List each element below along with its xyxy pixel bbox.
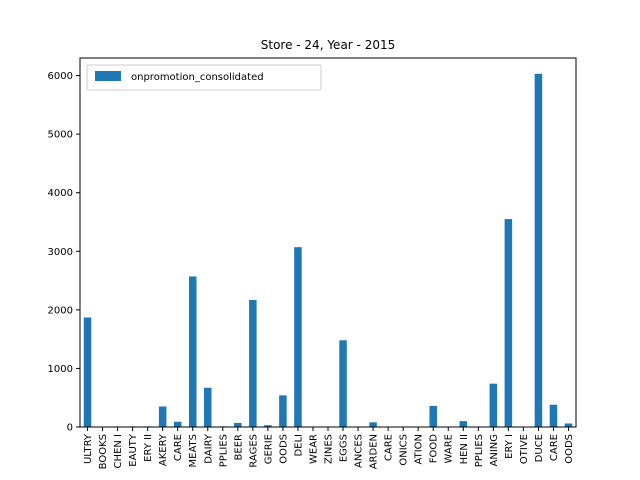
bar xyxy=(429,405,437,427)
x-tick-label: RAGES xyxy=(248,434,259,468)
x-tick-label: EGGS xyxy=(339,434,350,462)
bar xyxy=(173,421,182,427)
legend-box xyxy=(86,64,322,91)
legend-label: onpromotion_consolidated xyxy=(131,72,264,83)
y-axis: 0 1000 2000 3000 4000 5000 6000 xyxy=(48,71,80,434)
x-tick-label: ANING xyxy=(489,434,500,467)
x-tick-label: EAUTY xyxy=(128,433,139,467)
bar xyxy=(158,406,167,427)
y-tick-label: 0 xyxy=(67,423,73,434)
x-tick-label: CARE xyxy=(384,434,395,461)
x-tick-label: AKERY xyxy=(158,433,169,466)
bar xyxy=(549,404,558,427)
x-tick-label: ATION xyxy=(414,434,425,464)
x-tick-label: ONICS xyxy=(399,434,410,466)
y-tick-label: 2000 xyxy=(48,305,73,316)
x-tick-label: PPLIES xyxy=(218,434,229,467)
x-tick-label: CARE xyxy=(173,434,184,461)
x-tick-label: DUCE xyxy=(534,434,545,462)
x-tick-label: CHEN I xyxy=(113,434,124,468)
bar xyxy=(339,340,347,427)
x-tick-label: OODS xyxy=(278,434,289,464)
bar xyxy=(249,299,257,427)
bars-group xyxy=(83,73,573,427)
x-tick-label: OODS xyxy=(564,434,575,464)
x-tick-label: ULTRY xyxy=(83,433,94,464)
y-tick-label: 5000 xyxy=(48,130,73,141)
y-tick-label: 3000 xyxy=(48,247,73,258)
x-tick-label: WEAR xyxy=(308,434,319,464)
x-tick-label: BOOKS xyxy=(98,434,109,469)
y-tick-label: 6000 xyxy=(48,71,73,82)
x-tick-label: HEN II xyxy=(459,434,470,464)
x-tick-label: ZINES xyxy=(324,434,335,464)
bar xyxy=(294,247,302,427)
x-tick-label: DELI xyxy=(293,434,304,457)
bar xyxy=(204,387,212,427)
x-tick-label: PPLIES xyxy=(474,434,485,467)
x-tick-label: BEER xyxy=(233,434,244,460)
bar xyxy=(489,383,498,427)
x-tick-label: ARDEN xyxy=(369,434,380,469)
x-tick-label: ERY I xyxy=(504,434,515,459)
bar xyxy=(504,219,513,427)
x-tick-label: ANCES xyxy=(354,434,365,468)
x-axis: ULTRY BOOKS CHEN I EAUTY ERY II AKERY CARE MEAT… xyxy=(83,427,575,469)
x-tick-label: ERY II xyxy=(143,434,154,462)
bar xyxy=(188,276,197,427)
bar xyxy=(459,421,468,427)
bar xyxy=(264,425,272,427)
y-tick-label: 1000 xyxy=(48,364,73,375)
legend: onpromotion_consolidated xyxy=(86,64,322,91)
legend-swatch xyxy=(95,71,121,81)
bar xyxy=(534,73,543,427)
axes-frame xyxy=(79,57,577,428)
x-tick-label: MEATS xyxy=(188,434,199,467)
x-tick-label: WARE xyxy=(444,434,455,463)
bar xyxy=(564,423,573,427)
x-tick-label: FOOD xyxy=(429,434,440,463)
x-tick-label: GERIE xyxy=(263,434,274,464)
y-tick-label: 4000 xyxy=(48,188,73,199)
bar xyxy=(369,422,377,427)
bar xyxy=(279,395,287,427)
x-tick-label: CARE xyxy=(549,434,560,461)
x-tick-label: OTIVE xyxy=(519,434,530,464)
chart-title: Store - 24, Year - 2015 xyxy=(261,38,395,52)
bar xyxy=(234,422,242,427)
x-tick-label: DAIRY xyxy=(203,433,214,464)
bar xyxy=(83,317,92,427)
